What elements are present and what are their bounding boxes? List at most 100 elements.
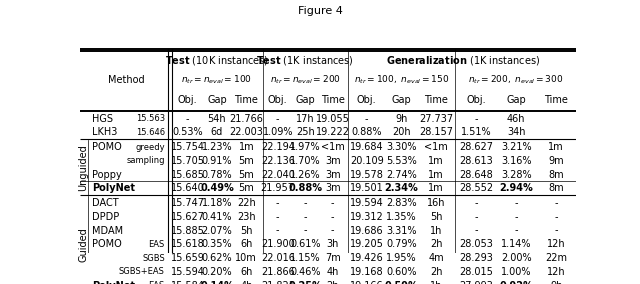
- Text: Poppy: Poppy: [92, 170, 122, 179]
- Text: 27.737: 27.737: [419, 114, 453, 124]
- Text: Time: Time: [544, 95, 568, 105]
- Text: 0.49%: 0.49%: [200, 183, 234, 193]
- Text: 9h: 9h: [550, 281, 563, 284]
- Text: 28.627: 28.627: [460, 142, 493, 152]
- Text: 20.109: 20.109: [350, 156, 383, 166]
- Text: 22.136: 22.136: [261, 156, 294, 166]
- Text: -: -: [303, 198, 307, 208]
- Text: 4m: 4m: [428, 253, 444, 263]
- Text: $\mathbf{Generalization}$ (1K instances): $\mathbf{Generalization}$ (1K instances): [386, 54, 540, 67]
- Text: 21.900: 21.900: [261, 239, 294, 249]
- Text: $n_{tr}=100,\ n_{eval}=150$: $n_{tr}=100,\ n_{eval}=150$: [354, 74, 449, 86]
- Text: 28.053: 28.053: [460, 239, 493, 249]
- Text: 3h: 3h: [326, 239, 339, 249]
- Text: MDAM: MDAM: [92, 225, 123, 235]
- Text: 12h: 12h: [547, 267, 565, 277]
- Text: -: -: [515, 198, 518, 208]
- Text: Gap: Gap: [207, 95, 227, 105]
- Text: 0.59%: 0.59%: [385, 281, 419, 284]
- Text: -: -: [554, 212, 558, 222]
- Text: 19.166: 19.166: [350, 281, 383, 284]
- Text: Gap: Gap: [506, 95, 526, 105]
- Text: 0.14%: 0.14%: [200, 281, 234, 284]
- Text: 1.18%: 1.18%: [202, 198, 232, 208]
- Text: 3m: 3m: [325, 183, 340, 193]
- Text: 17h: 17h: [296, 114, 314, 124]
- Text: 46h: 46h: [507, 114, 525, 124]
- Text: 6d: 6d: [211, 128, 223, 137]
- Text: 15.747: 15.747: [170, 198, 204, 208]
- Text: 23h: 23h: [237, 212, 255, 222]
- Text: -: -: [365, 114, 369, 124]
- Text: 2.00%: 2.00%: [501, 253, 532, 263]
- Text: 0.25%: 0.25%: [288, 281, 322, 284]
- Text: -: -: [303, 212, 307, 222]
- Text: SGBS+EAS: SGBS+EAS: [119, 268, 165, 276]
- Text: 5m: 5m: [239, 156, 254, 166]
- Text: SGBS: SGBS: [142, 254, 165, 263]
- Text: -: -: [475, 212, 478, 222]
- Text: 1.09%: 1.09%: [262, 128, 293, 137]
- Text: POMO: POMO: [92, 142, 122, 152]
- Text: 7m: 7m: [324, 253, 340, 263]
- Text: EAS: EAS: [148, 240, 165, 249]
- Text: EAS: EAS: [148, 281, 165, 284]
- Text: 12h: 12h: [547, 239, 565, 249]
- Text: 0.60%: 0.60%: [386, 267, 417, 277]
- Text: -: -: [331, 198, 334, 208]
- Text: 15.646: 15.646: [136, 128, 165, 137]
- Text: 15.584: 15.584: [170, 281, 204, 284]
- Text: -: -: [475, 114, 478, 124]
- Text: 0.78%: 0.78%: [202, 170, 232, 179]
- Text: 21.821: 21.821: [261, 281, 294, 284]
- Text: 19.501: 19.501: [350, 183, 383, 193]
- Text: 1.23%: 1.23%: [202, 142, 232, 152]
- Text: Obj.: Obj.: [357, 95, 376, 105]
- Text: 2.34%: 2.34%: [385, 183, 419, 193]
- Text: 34h: 34h: [507, 128, 525, 137]
- Text: sampling: sampling: [126, 156, 165, 165]
- Text: $n_{tr}=n_{eval}=200$: $n_{tr}=n_{eval}=200$: [269, 74, 340, 86]
- Text: 19.686: 19.686: [350, 225, 383, 235]
- Text: 28.648: 28.648: [460, 170, 493, 179]
- Text: 22.194: 22.194: [261, 142, 294, 152]
- Text: 22h: 22h: [237, 198, 256, 208]
- Text: 5h: 5h: [240, 225, 253, 235]
- Text: Guided: Guided: [79, 227, 88, 262]
- Text: 22.016: 22.016: [261, 253, 294, 263]
- Text: 2.94%: 2.94%: [499, 183, 533, 193]
- Text: Gap: Gap: [295, 95, 315, 105]
- Text: 4h: 4h: [326, 267, 339, 277]
- Text: -: -: [303, 225, 307, 235]
- Text: 3.16%: 3.16%: [501, 156, 531, 166]
- Text: 28.613: 28.613: [460, 156, 493, 166]
- Text: DACT: DACT: [92, 198, 118, 208]
- Text: $n_{tr}=n_{eval}=100$: $n_{tr}=n_{eval}=100$: [182, 74, 252, 86]
- Text: PolyNet: PolyNet: [92, 183, 135, 193]
- Text: 19.205: 19.205: [349, 239, 383, 249]
- Text: 1m: 1m: [428, 183, 444, 193]
- Text: -: -: [276, 225, 280, 235]
- Text: 3m: 3m: [325, 170, 340, 179]
- Text: Time: Time: [321, 95, 344, 105]
- Text: 1.14%: 1.14%: [501, 239, 531, 249]
- Text: -: -: [554, 225, 558, 235]
- Text: 22.040: 22.040: [261, 170, 294, 179]
- Text: 28.552: 28.552: [460, 183, 493, 193]
- Text: 3.31%: 3.31%: [386, 225, 417, 235]
- Text: 1m: 1m: [428, 156, 444, 166]
- Text: 20h: 20h: [392, 128, 411, 137]
- Text: -: -: [515, 212, 518, 222]
- Text: -: -: [276, 114, 280, 124]
- Text: 8m: 8m: [548, 183, 564, 193]
- Text: 15.594: 15.594: [170, 267, 204, 277]
- Text: 1m: 1m: [548, 142, 564, 152]
- Text: 2.74%: 2.74%: [386, 170, 417, 179]
- Text: -: -: [475, 198, 478, 208]
- Text: 1.00%: 1.00%: [501, 267, 531, 277]
- Text: HGS: HGS: [92, 114, 113, 124]
- Text: -: -: [276, 198, 280, 208]
- Text: 0.20%: 0.20%: [202, 267, 232, 277]
- Text: -: -: [475, 225, 478, 235]
- Text: 15.705: 15.705: [170, 156, 204, 166]
